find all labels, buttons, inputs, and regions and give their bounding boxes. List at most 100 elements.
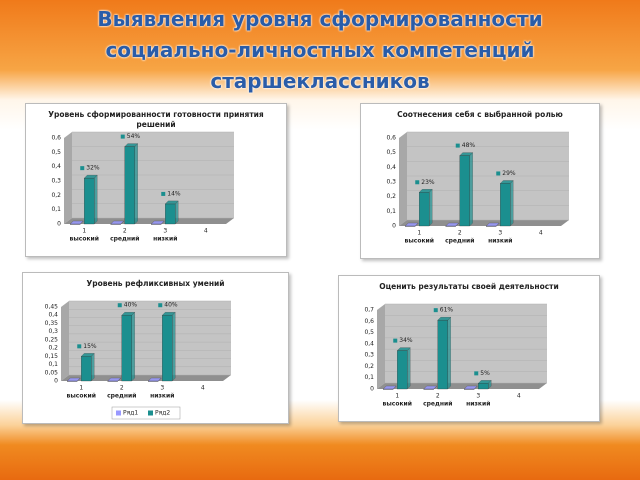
y-tick-label: 0,3 [386, 179, 396, 186]
bar-side [134, 143, 138, 225]
bar-side [94, 174, 98, 225]
y-tick-label: 0,1 [51, 206, 61, 213]
y-tick-label: 0,2 [51, 192, 61, 199]
label-marker [117, 303, 122, 308]
category-label: высокий [67, 393, 96, 400]
bar-front [124, 146, 135, 225]
plot-wall [377, 304, 385, 389]
x-tick-label: 1 [79, 385, 83, 392]
y-tick-label: 0,2 [364, 363, 374, 370]
y-tick-label: 0 [370, 386, 374, 393]
x-tick-label: 3 [476, 393, 480, 400]
bar-top [485, 222, 500, 227]
y-tick-label: 0,3 [51, 178, 61, 185]
label-marker [474, 371, 479, 376]
y-tick-label: 0,3 [48, 328, 58, 335]
bar [396, 347, 411, 390]
x-tick-label: 2 [120, 385, 124, 392]
bar [445, 222, 460, 227]
slide-title: Выявления уровня сформированности социал… [97, 7, 543, 93]
category-label: высокий [70, 236, 99, 243]
y-tick-label: 0,5 [51, 149, 61, 156]
bar-top [445, 222, 460, 227]
y-tick-label: 0,5 [364, 329, 374, 336]
x-tick-label: 1 [82, 228, 86, 235]
legend-label: Ряд1 [123, 410, 138, 417]
bar-top [463, 385, 478, 390]
chart-title: Уровень сформированности готовности прин… [48, 110, 264, 129]
bar-top [107, 377, 122, 382]
y-tick-label: 0,4 [364, 340, 374, 347]
label-marker [120, 134, 125, 139]
bar [83, 174, 98, 225]
bar-top [477, 380, 492, 384]
plot-floor [64, 218, 234, 224]
data-label: 23% [421, 179, 435, 186]
bar-top [121, 312, 136, 316]
bar-top [459, 152, 474, 156]
y-tick-label: 0 [54, 378, 58, 385]
bar-side [91, 352, 95, 382]
bar-front [162, 315, 173, 382]
category-label: средний [107, 393, 136, 400]
y-tick-label: 0,45 [45, 304, 59, 311]
bar-top [382, 385, 397, 390]
category-label: средний [423, 401, 452, 408]
bar-top [164, 200, 179, 205]
bar [147, 377, 162, 382]
data-label: 54% [127, 133, 141, 140]
bar [80, 352, 95, 382]
x-tick-label: 2 [123, 228, 127, 235]
bar-front [84, 177, 95, 225]
y-tick-label: 0,1 [364, 374, 374, 381]
bar-side [510, 180, 514, 227]
bar-top [499, 180, 514, 184]
bar [437, 316, 452, 390]
bar-side [172, 311, 176, 382]
plot-wall [399, 132, 407, 226]
category-label: высокий [405, 238, 434, 245]
bar-front [419, 192, 430, 227]
bar-top [80, 353, 95, 357]
y-tick-label: 0,3 [364, 352, 374, 359]
data-label: 40% [124, 302, 138, 309]
label-marker [415, 180, 420, 185]
bar-side [131, 311, 135, 382]
y-tick-label: 0,2 [386, 193, 396, 200]
bar [382, 385, 397, 390]
label-marker [393, 338, 398, 343]
data-label: 5% [480, 370, 490, 377]
category-label: низкий [488, 238, 512, 245]
bar [404, 222, 419, 227]
x-tick-label: 1 [395, 393, 399, 400]
chart: Уровень сформированности готовности прин… [25, 103, 287, 257]
legend-swatch [148, 410, 153, 416]
bar [161, 311, 176, 382]
plot-wall [64, 132, 72, 224]
bar-top [83, 174, 98, 179]
bar [499, 180, 514, 227]
x-tick-label: 3 [160, 385, 164, 392]
x-tick-label: 2 [436, 393, 440, 400]
category-label: высокий [383, 401, 412, 408]
data-label: 14% [167, 190, 181, 197]
bar-front [478, 383, 489, 390]
bar [69, 220, 84, 225]
y-tick-label: 0,6 [386, 135, 396, 142]
plot-floor [377, 383, 547, 389]
label-marker [80, 166, 85, 171]
bar [485, 222, 500, 227]
data-label: 34% [399, 337, 413, 344]
bar [150, 220, 165, 225]
label-marker [433, 308, 438, 313]
y-tick-label: 0,25 [45, 336, 59, 343]
bar [164, 200, 179, 225]
bar [477, 379, 492, 390]
y-tick-label: 0,4 [48, 312, 58, 319]
data-label: 32% [86, 165, 100, 172]
bar [423, 385, 438, 390]
x-tick-label: 4 [539, 230, 543, 237]
bar-top [147, 377, 162, 382]
